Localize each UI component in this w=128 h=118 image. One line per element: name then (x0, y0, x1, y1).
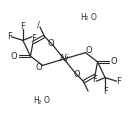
Text: O: O (111, 57, 118, 66)
Text: 2: 2 (84, 16, 88, 21)
Text: Ni: Ni (59, 55, 69, 63)
Text: H: H (80, 13, 86, 21)
Text: F: F (31, 34, 36, 42)
Text: O: O (91, 13, 97, 21)
Text: F: F (103, 87, 108, 96)
Text: O: O (85, 46, 92, 55)
Text: O: O (44, 97, 50, 105)
Text: O: O (10, 52, 17, 61)
Text: 2: 2 (38, 100, 41, 105)
Text: /: / (37, 20, 40, 29)
Text: O: O (47, 39, 54, 48)
Text: F: F (92, 76, 97, 84)
Text: O: O (36, 63, 43, 72)
Text: F: F (20, 22, 25, 31)
Text: F: F (116, 77, 121, 86)
Text: O: O (74, 70, 81, 79)
Text: F: F (7, 32, 12, 41)
Text: H: H (33, 97, 39, 105)
